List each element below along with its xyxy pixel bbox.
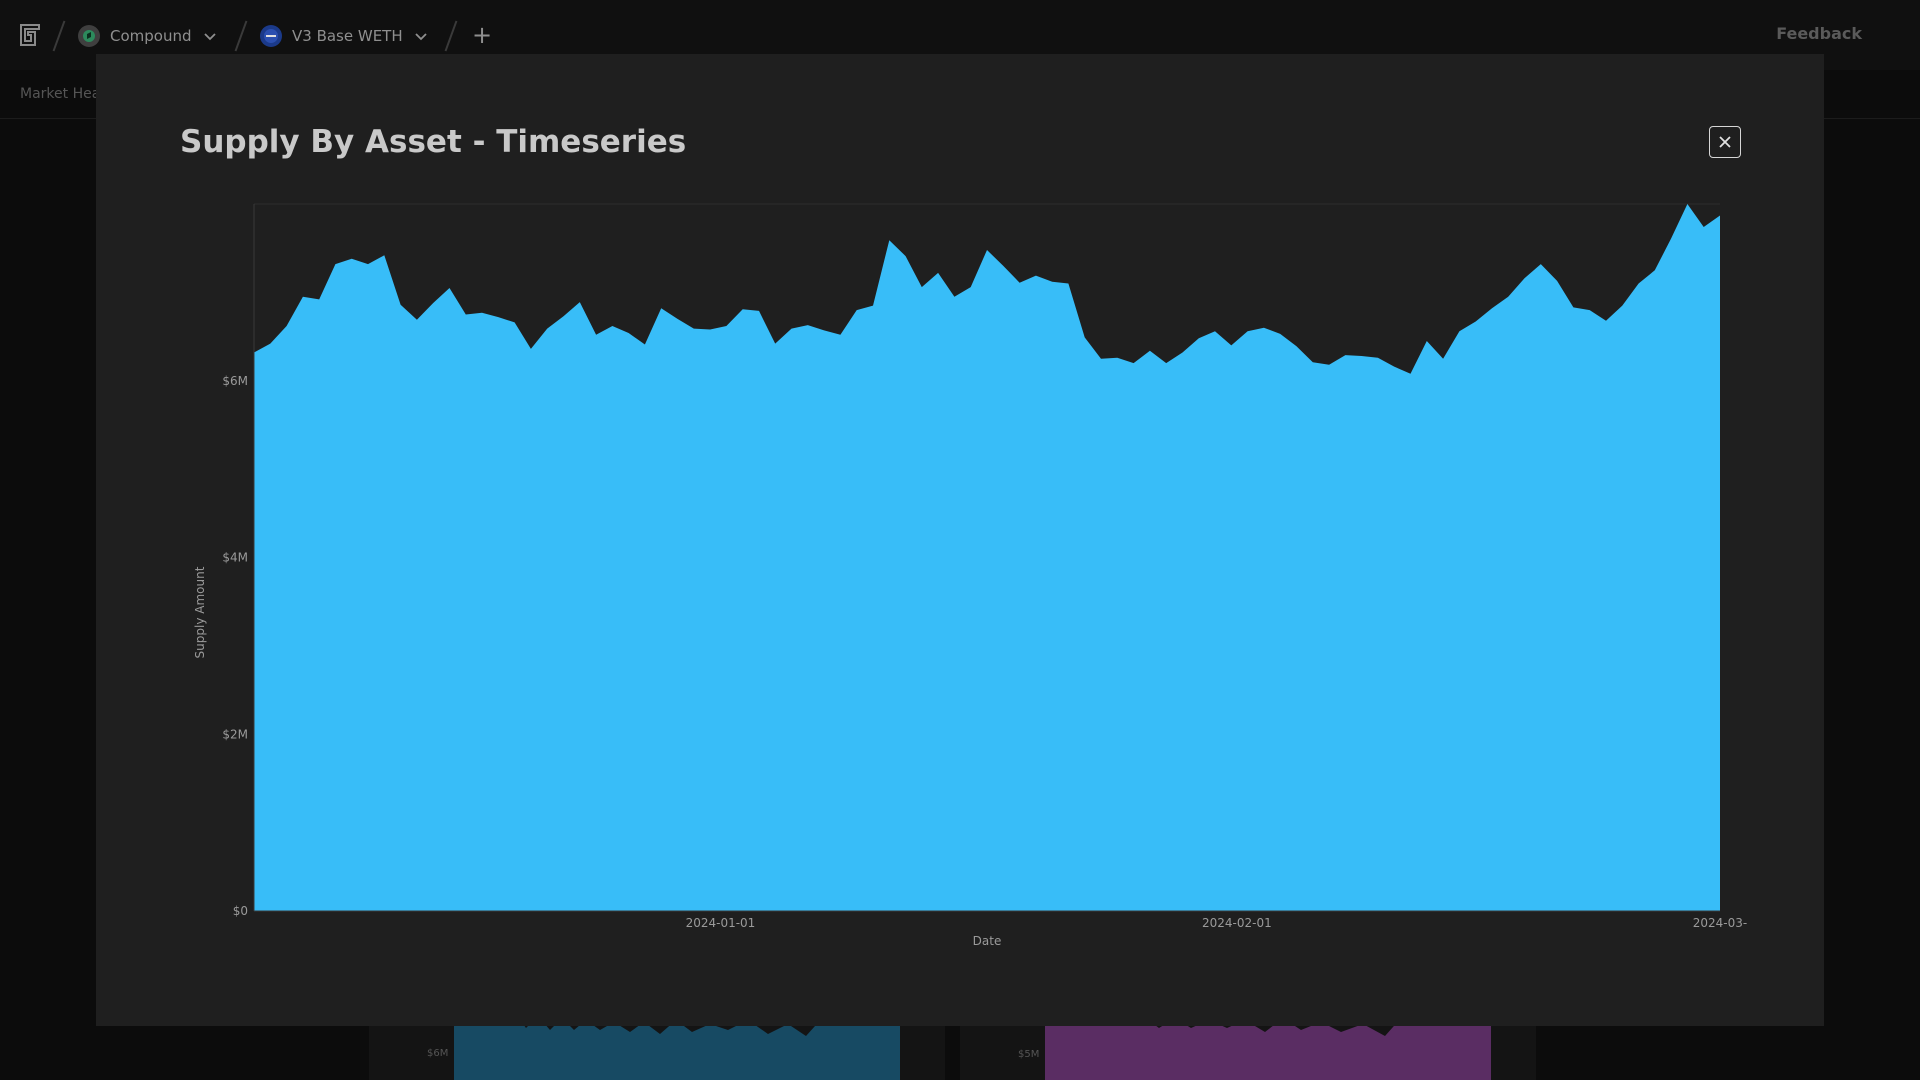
y-tick-label: $4M: [222, 551, 248, 565]
chevron-down-icon: [414, 33, 427, 41]
breadcrumb-separator: [234, 20, 248, 52]
x-tick-label: 2024-01-01: [686, 916, 756, 930]
add-tab-button[interactable]: +: [471, 21, 493, 49]
feedback-button[interactable]: Feedback: [1776, 24, 1862, 43]
compound-coin-icon: [78, 25, 100, 47]
background-tick-label: $6M: [427, 1048, 449, 1059]
x-axis: 2024-01-01 2024-02-01 2024-03-: [686, 916, 1748, 930]
close-icon: [1719, 136, 1731, 148]
background-area-chart: [454, 1008, 900, 1080]
protocol-selector[interactable]: Compound: [78, 22, 218, 50]
x-axis-title: Date: [973, 934, 1002, 948]
market-selector[interactable]: V3 Base WETH: [260, 22, 429, 50]
x-tick-label: 2024-02-01: [1202, 916, 1272, 930]
background-area-chart: [1045, 1010, 1491, 1080]
protocol-name: Compound: [110, 27, 192, 45]
breadcrumb-separator: [444, 20, 458, 52]
close-button[interactable]: [1709, 126, 1741, 158]
y-tick-label: $0: [233, 904, 248, 918]
supply-area: [254, 204, 1720, 911]
y-axis-title: Supply Amount: [193, 566, 207, 658]
background-tick-label: $5M: [1018, 1049, 1040, 1060]
y-axis: $0 $2M $4M $6M: [222, 374, 248, 918]
y-tick-label: $2M: [222, 727, 248, 741]
chart-modal: Supply By Asset - Timeseries $0 $2M $4M $6M…: [96, 54, 1824, 1026]
app-logo-icon[interactable]: [20, 24, 40, 46]
chevron-down-icon: [203, 33, 216, 41]
x-tick-label: 2024-03-: [1693, 916, 1747, 930]
y-tick-label: $6M: [222, 374, 248, 388]
market-name: V3 Base WETH: [292, 27, 403, 45]
subnav-item-market-health[interactable]: Market Hea: [20, 86, 101, 102]
modal-title: Supply By Asset - Timeseries: [180, 124, 687, 160]
breadcrumb-separator: [52, 20, 66, 52]
supply-timeseries-chart: $0 $2M $4M $6M 2024-01-01 2024-02-01 2024-03-…: [193, 203, 1748, 948]
weth-coin-icon: [260, 25, 282, 47]
